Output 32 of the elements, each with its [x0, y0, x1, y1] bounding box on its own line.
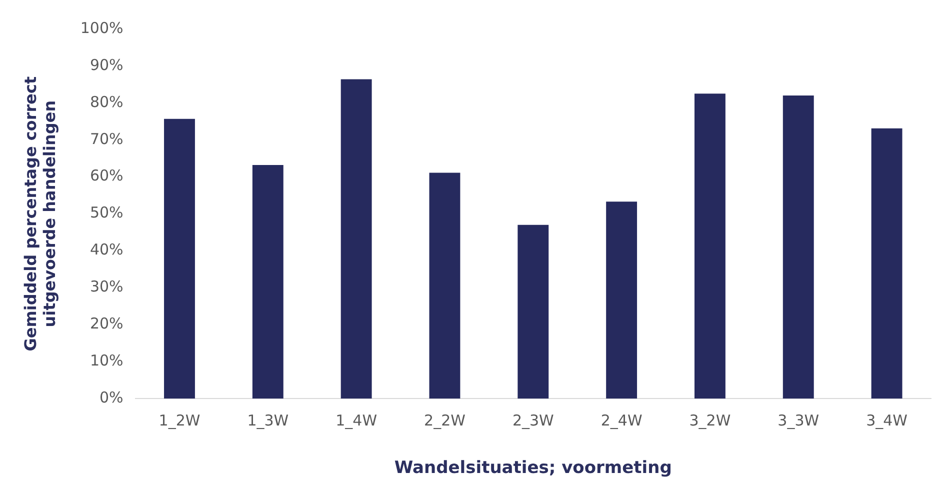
bar	[606, 202, 638, 399]
bar	[429, 172, 460, 399]
y-tick-label: 60%	[90, 166, 124, 185]
y-tick-label: 10%	[90, 352, 124, 370]
y-tick-label: 30%	[90, 278, 124, 296]
x-tick-label: 1_2W	[158, 411, 200, 430]
y-tick-label: 50%	[90, 204, 124, 222]
bar	[871, 128, 902, 399]
y-tick-label: 20%	[90, 314, 124, 333]
x-tick-label: 1_3W	[247, 411, 289, 430]
y-tick-label: 100%	[80, 18, 124, 37]
x-tick-label: 3_4W	[866, 411, 908, 430]
bar	[164, 118, 195, 399]
x-tick-label: 3_2W	[689, 411, 731, 430]
bar	[782, 96, 814, 399]
x-tick-label: 2_2W	[424, 411, 466, 430]
bar	[340, 79, 372, 399]
y-tick-label: 40%	[90, 240, 124, 259]
text: uitgevoerde handelingen	[40, 100, 59, 328]
x-tick-label: 2_3W	[512, 411, 554, 430]
x-tick-label: 3_3W	[778, 411, 820, 430]
bar	[252, 165, 284, 399]
y-tick-label: 0%	[99, 388, 124, 406]
x-tick-label: 2_4W	[600, 411, 642, 430]
y-tick-label: 90%	[90, 56, 124, 74]
y-tick-label: 80%	[90, 92, 124, 111]
y-tick-label: 70%	[90, 130, 124, 148]
x-tick-label: 1_4W	[336, 411, 378, 430]
text: Gemiddeld percentage correct	[20, 76, 40, 352]
bar	[518, 224, 549, 399]
bar	[694, 94, 726, 399]
x-axis-title: Wandelsituaties; voormeting	[394, 458, 672, 478]
